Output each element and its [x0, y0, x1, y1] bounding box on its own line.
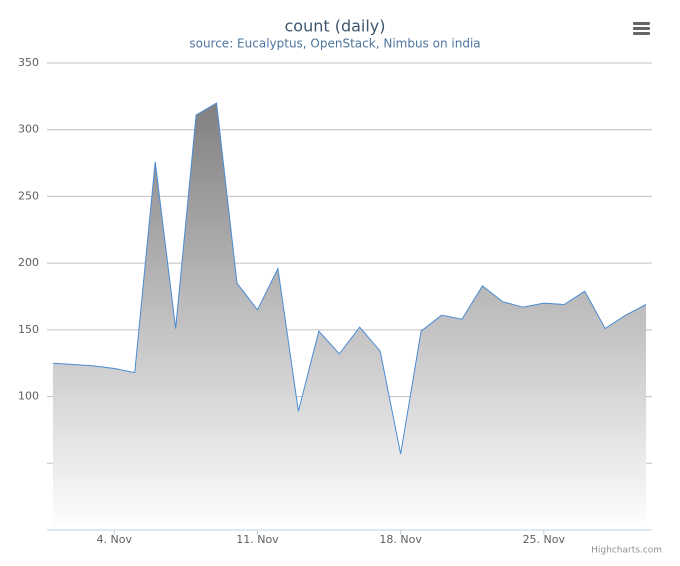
y-tick-label: 200	[18, 256, 39, 269]
chart-subtitle: source: Eucalyptus, OpenStack, Nimbus on…	[189, 37, 480, 51]
x-tick-label: 18. Nov	[379, 533, 422, 546]
area-line	[52, 102, 647, 455]
menu-bar[interactable]	[633, 27, 650, 30]
x-tick-label: 25. Nov	[523, 533, 566, 546]
area-fill	[52, 103, 647, 531]
y-tick-label: 100	[18, 390, 39, 403]
x-tick-label: 4. Nov	[97, 533, 133, 546]
menu-bar[interactable]	[633, 32, 650, 35]
chart-title: count (daily)	[284, 17, 385, 36]
y-tick-label: 350	[18, 56, 39, 69]
menu-bar[interactable]	[633, 22, 650, 25]
x-tick-label: 11. Nov	[236, 533, 279, 546]
y-tick-label: 150	[18, 323, 39, 336]
y-tick-label: 300	[18, 123, 39, 136]
credits[interactable]: Highcharts.com	[591, 546, 662, 556]
menu-button[interactable]	[633, 22, 650, 35]
y-tick-label: 250	[18, 189, 39, 202]
